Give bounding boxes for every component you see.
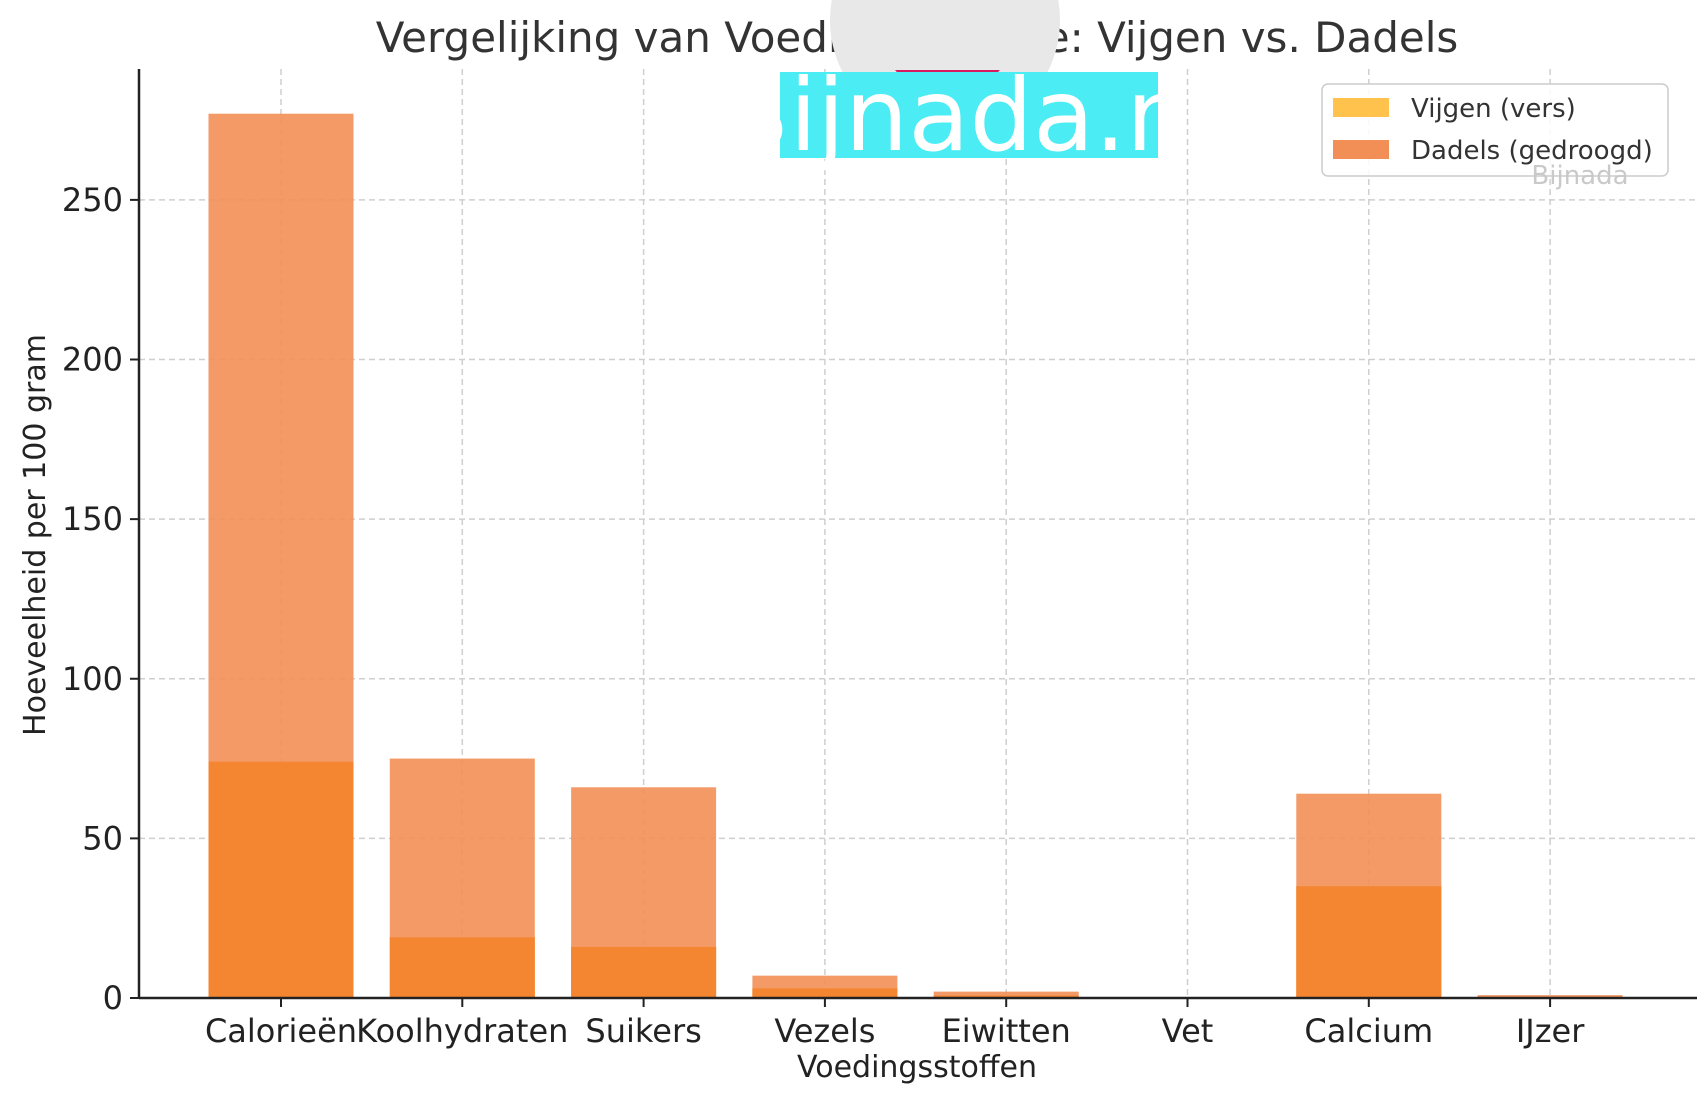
y-tick-label: 100: [62, 660, 123, 698]
bar-overlap-1: [389, 937, 535, 998]
x-tick-label: Suikers: [585, 1012, 701, 1050]
bars: [208, 113, 1623, 999]
x-axis-label: Voedingsstoffen: [797, 1050, 1037, 1085]
bijnada-logo: Bijnada.nl: [721, 0, 1218, 174]
bar-dadels-7: [1477, 995, 1623, 998]
legend-label-dadels: Dadels (gedroogd): [1411, 136, 1653, 166]
x-tick-label: IJzer: [1516, 1012, 1585, 1050]
logo-banner: [780, 72, 1158, 158]
grid-lines: [139, 69, 1697, 999]
x-tick-label: Calcium: [1304, 1012, 1433, 1050]
y-tick-label: 150: [62, 500, 123, 538]
x-axis-ticks: Calorieën Koolhydraten Suikers Vezels Eiwitt…: [205, 998, 1585, 1050]
x-tick-label: Eiwitten: [942, 1012, 1071, 1050]
x-tick-label: Vet: [1162, 1012, 1214, 1050]
bar-dadels-4: [933, 991, 1079, 998]
bar-overlap-0: [208, 761, 354, 998]
bar-overlap-3: [752, 988, 898, 998]
logo-text: Bijnada.nl: [721, 57, 1218, 174]
legend-label-vijgen: Vijgen (vers): [1411, 94, 1576, 124]
legend-box: [1321, 83, 1669, 177]
bar-overlap-2: [571, 946, 717, 998]
x-tick-label: Vezels: [774, 1012, 875, 1050]
x-tick-label: Koolhydraten: [356, 1012, 568, 1050]
y-tick-label: 0: [103, 979, 123, 1017]
bar-overlap-6: [1296, 886, 1442, 998]
legend-swatch-vijgen: [1333, 98, 1389, 117]
y-tick-label: 250: [62, 181, 123, 219]
bar-overlaps: [208, 761, 1623, 998]
legend: Vijgen (vers) Dadels (gedroogd): [1321, 83, 1669, 177]
y-axis-ticks: 0 50 100 150 200 250: [62, 181, 139, 1017]
legend-swatch-dadels: [1333, 140, 1389, 159]
watermark-text: Bijnada: [1531, 161, 1628, 191]
x-tick-label: Calorieën: [205, 1012, 357, 1050]
y-tick-label: 200: [62, 341, 123, 379]
y-tick-label: 50: [82, 819, 123, 857]
y-axis-label: Hoeveelheid per 100 gram: [18, 334, 53, 736]
